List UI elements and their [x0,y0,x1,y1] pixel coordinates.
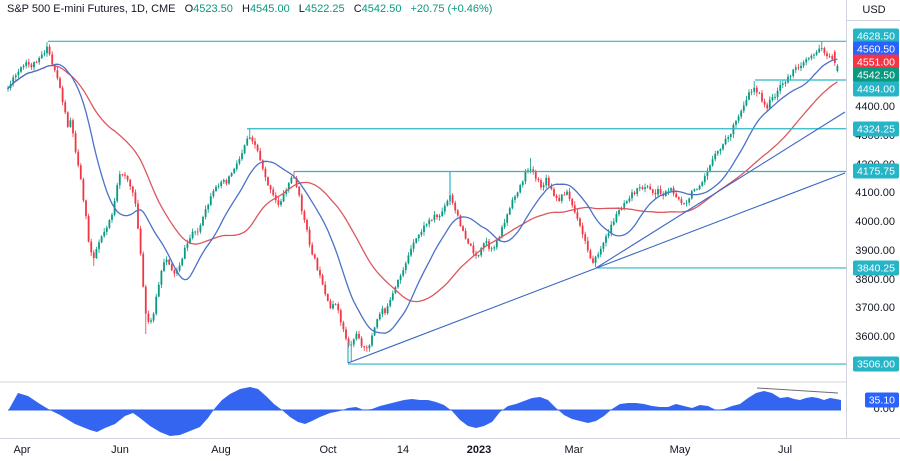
ohlc-high-label: H [241,3,250,15]
time-axis[interactable]: Apr Jun Aug Oct 14 2023 Mar May Jul [0,438,900,461]
price-badge: 4628.50 [853,28,899,44]
symbol-legend[interactable]: S&P 500 E-mini Futures, 1D, CME O4523.50… [7,3,492,15]
price-chart-pane[interactable] [0,0,846,438]
oscillator-divergence-line[interactable] [756,387,839,394]
time-label: Oct [319,444,337,456]
candles-down-wicks [28,44,836,352]
candles-down-bodies [27,46,836,349]
price-badge: 3840.25 [853,260,899,276]
price-tick: 4400.00 [855,101,895,113]
time-label: Aug [211,444,231,456]
ohlc-close-label: C [353,3,362,15]
candles-up-bodies [7,46,839,349]
ohlc-low-value: 4522.25 [304,3,345,15]
price-badge: 4560.50 [853,41,899,57]
trend-line[interactable] [595,111,846,269]
price-tick: 3900.00 [855,244,895,257]
price-badge: 4542.50 [853,67,899,83]
price-tick: 3800.00 [855,273,895,286]
price-badge: 4175.75 [853,163,899,179]
price-badge: 35.10 [864,392,899,408]
time-label: 14 [396,444,410,456]
ohlc-high-value: 4545.00 [249,3,290,15]
oscillator-area [8,387,841,436]
time-label: Mar [564,444,584,456]
price-badge: 3506.00 [853,356,899,372]
time-label: Jun [111,444,129,456]
time-label: Apr [13,444,31,456]
ma-slow-line[interactable] [7,64,838,303]
price-badge: 4494.00 [853,81,899,97]
time-label: May [669,444,691,456]
price-tick: 4100.00 [855,187,895,200]
price-axis[interactable]: USD 4400.004300.004200.004100.004000.003… [846,0,900,438]
symbol-title: S&P 500 E-mini Futures, 1D, CME [7,3,176,15]
ohlc-low-label: L [298,3,305,15]
ohlc-open-label: O [184,3,194,15]
candles-up-wicks [7,41,838,362]
price-tick: 3700.00 [855,302,895,315]
change-value: +20.75 (+0.46%) [410,3,493,15]
ma-fast-line[interactable] [7,58,838,334]
ohlc-close-value: 4542.50 [361,3,402,15]
price-badge: 4324.25 [853,121,899,137]
price-tick: 3600.00 [855,331,895,344]
time-label: Jul [777,444,793,456]
currency-label: USD [847,0,900,21]
price-badge: 4551.00 [853,54,899,70]
price-tick: 4000.00 [855,216,895,228]
ohlc-open-value: 4523.50 [193,3,233,15]
time-label: 2023 [466,444,492,456]
